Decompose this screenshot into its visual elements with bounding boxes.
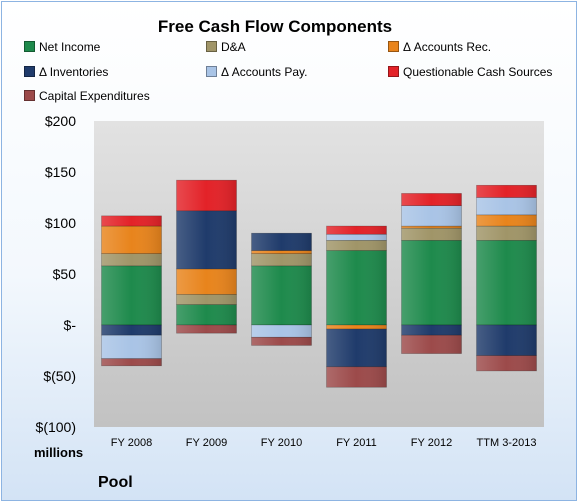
legend-swatch xyxy=(388,41,399,52)
bar-fy-2009-d-a-shade xyxy=(176,294,237,305)
legend-item-accounts-pay: Δ Accounts Pay. xyxy=(206,65,308,79)
legend-item-capital-expenditures: Capital Expenditures xyxy=(24,89,150,103)
legend-label: Δ Inventories xyxy=(39,65,109,79)
bar-fy-2009-inventories-shade xyxy=(176,210,237,269)
bar-fy-2011-accounts-rec-shade xyxy=(326,325,387,330)
bar-fy-2011-inventories-shade xyxy=(326,329,387,367)
x-tick-label: FY 2009 xyxy=(186,437,227,449)
y-tick-label: $(100) xyxy=(36,419,76,435)
y-tick-label: $200 xyxy=(45,113,76,129)
legend-label: Δ Accounts Rec. xyxy=(403,40,492,54)
bar-ttm-3-2013-questionable-cash-sources-shade xyxy=(476,185,537,198)
legend-item-accounts-rec: Δ Accounts Rec. xyxy=(388,40,491,54)
bar-ttm-3-2013-accounts-pay-shade xyxy=(476,197,537,215)
y-tick-label: $150 xyxy=(45,164,76,180)
bar-fy-2009-questionable-cash-sources-shade xyxy=(176,180,237,211)
legend-swatch xyxy=(388,66,399,77)
legend-swatch xyxy=(24,90,35,101)
bar-fy-2010-accounts-rec-shade xyxy=(251,250,312,254)
y-tick-label: $- xyxy=(64,317,77,333)
x-tick-label: FY 2008 xyxy=(111,437,152,449)
legend-label: Net Income xyxy=(39,40,101,54)
units-label: millions xyxy=(34,445,84,460)
bar-ttm-3-2013-inventories-shade xyxy=(476,325,537,356)
company-label: Pool xyxy=(98,474,133,491)
bar-fy-2012-d-a-shade xyxy=(401,228,462,241)
bar-fy-2012-questionable-cash-sources-shade xyxy=(401,193,462,206)
chart-title: Free Cash Flow Components xyxy=(157,17,393,36)
bar-fy-2008-accounts-pay-shade xyxy=(101,335,162,359)
bar-fy-2009-accounts-rec-shade xyxy=(176,268,237,295)
bar-fy-2008-questionable-cash-sources-shade xyxy=(101,215,162,227)
bar-fy-2009-capital-expenditures-shade xyxy=(176,325,237,334)
bar-fy-2011-d-a-shade xyxy=(326,240,387,251)
bar-ttm-3-2013-d-a-shade xyxy=(476,226,537,241)
bar-fy-2012-accounts-rec-shade xyxy=(401,226,462,229)
x-tick-label: FY 2011 xyxy=(336,437,377,449)
x-tick-label: FY 2012 xyxy=(411,437,452,449)
bar-fy-2012-capital-expenditures-shade xyxy=(401,335,462,354)
legend-swatch xyxy=(24,66,35,77)
legend-label: Questionable Cash Sources xyxy=(403,65,553,79)
x-tick-label: TTM 3-2013 xyxy=(477,437,537,449)
bar-ttm-3-2013-capital-expenditures-shade xyxy=(476,355,537,371)
bar-fy-2008-capital-expenditures-shade xyxy=(101,358,162,366)
bar-fy-2010-accounts-pay-shade xyxy=(251,325,312,338)
y-tick-label: $(50) xyxy=(43,368,76,384)
y-tick-label: $50 xyxy=(53,266,77,282)
bar-fy-2012-inventories-shade xyxy=(401,325,462,336)
bar-fy-2008-d-a-shade xyxy=(101,253,162,266)
legend-item-questionable-cash-sources: Questionable Cash Sources xyxy=(388,65,552,79)
legend-swatch xyxy=(206,66,217,77)
legend-swatch xyxy=(24,41,35,52)
bar-fy-2009-net-income-shade xyxy=(176,304,237,325)
bar-fy-2010-inventories-shade xyxy=(251,233,312,251)
legend-label: Capital Expenditures xyxy=(39,89,150,103)
bar-fy-2010-capital-expenditures-shade xyxy=(251,337,312,346)
bar-fy-2011-net-income-shade xyxy=(326,250,387,325)
bar-fy-2010-d-a-shade xyxy=(251,253,312,266)
legend-swatch xyxy=(206,41,217,52)
legend-label: D&A xyxy=(221,40,246,54)
bar-fy-2010-net-income-shade xyxy=(251,265,312,325)
legend-label: Δ Accounts Pay. xyxy=(221,65,308,79)
y-tick-label: $100 xyxy=(45,215,76,231)
legend-item-inventories: Δ Inventories xyxy=(24,65,108,79)
bar-fy-2011-accounts-pay-shade xyxy=(326,234,387,241)
bar-fy-2008-inventories-shade xyxy=(101,325,162,336)
bar-fy-2008-accounts-rec-shade xyxy=(101,226,162,254)
bar-fy-2011-capital-expenditures-shade xyxy=(326,366,387,388)
bar-fy-2008-net-income-shade xyxy=(101,265,162,325)
x-tick-label: FY 2010 xyxy=(261,437,302,449)
legend-item-net-income: Net Income xyxy=(24,40,100,54)
bar-fy-2011-questionable-cash-sources-shade xyxy=(326,226,387,235)
legend-item-d-a: D&A xyxy=(206,40,246,54)
plot-background xyxy=(94,121,544,427)
bar-ttm-3-2013-accounts-rec-shade xyxy=(476,214,537,227)
bar-fy-2012-net-income-shade xyxy=(401,240,462,325)
bar-fy-2012-accounts-pay-shade xyxy=(401,205,462,227)
bar-ttm-3-2013-net-income-shade xyxy=(476,240,537,325)
